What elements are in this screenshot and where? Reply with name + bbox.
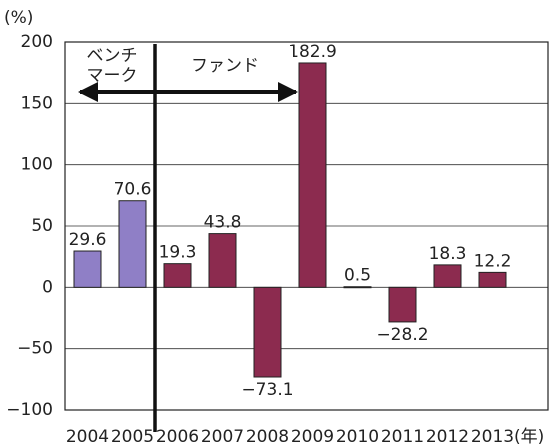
y-tick-label: 150 bbox=[21, 93, 53, 113]
x-tick-label: 2007 bbox=[201, 427, 244, 447]
value-label: 19.3 bbox=[159, 243, 197, 263]
y-tick-label: 0 bbox=[42, 277, 53, 297]
bar bbox=[118, 200, 147, 288]
y-tick-label: 100 bbox=[21, 155, 53, 175]
value-label: 29.6 bbox=[69, 230, 107, 250]
value-label: 0.5 bbox=[344, 266, 371, 286]
x-tick-label: 2009 bbox=[291, 427, 334, 447]
fund-label: ファンド bbox=[191, 56, 259, 76]
value-label: 12.2 bbox=[474, 251, 512, 271]
bar bbox=[343, 286, 372, 289]
y-tick-label: 50 bbox=[31, 216, 53, 236]
x-tick-label: 2012 bbox=[426, 427, 469, 447]
y-axis-label: (%) bbox=[4, 8, 33, 28]
value-label: −28.2 bbox=[376, 325, 428, 345]
value-label: 70.6 bbox=[114, 180, 152, 200]
bar bbox=[73, 250, 102, 288]
bar bbox=[163, 263, 192, 288]
plot-frame bbox=[64, 41, 549, 411]
x-tick-label: 2011 bbox=[381, 427, 424, 447]
bar bbox=[478, 271, 507, 288]
bar bbox=[388, 286, 417, 323]
x-tick-label: 2013 bbox=[471, 427, 514, 447]
bar bbox=[433, 264, 462, 288]
bar bbox=[208, 233, 237, 288]
x-tick-label: 2006 bbox=[156, 427, 199, 447]
x-tick-label: 2008 bbox=[246, 427, 289, 447]
x-tick-label: 2005 bbox=[111, 427, 154, 447]
value-label: 18.3 bbox=[429, 244, 467, 264]
bar bbox=[253, 286, 282, 378]
x-axis-label: (年) bbox=[514, 427, 544, 447]
x-tick-label: 2004 bbox=[66, 427, 109, 447]
value-label: −73.1 bbox=[241, 380, 293, 400]
value-label: 182.9 bbox=[288, 42, 337, 62]
benchmark-label: ベンチ bbox=[87, 46, 138, 66]
value-label: 43.8 bbox=[204, 213, 242, 233]
y-tick-label: −50 bbox=[17, 339, 53, 359]
x-tick-label: 2010 bbox=[336, 427, 379, 447]
y-tick-label: −100 bbox=[6, 400, 53, 420]
bar bbox=[298, 62, 327, 288]
y-tick-label: 200 bbox=[21, 32, 53, 52]
benchmark-label: マーク bbox=[87, 66, 138, 86]
